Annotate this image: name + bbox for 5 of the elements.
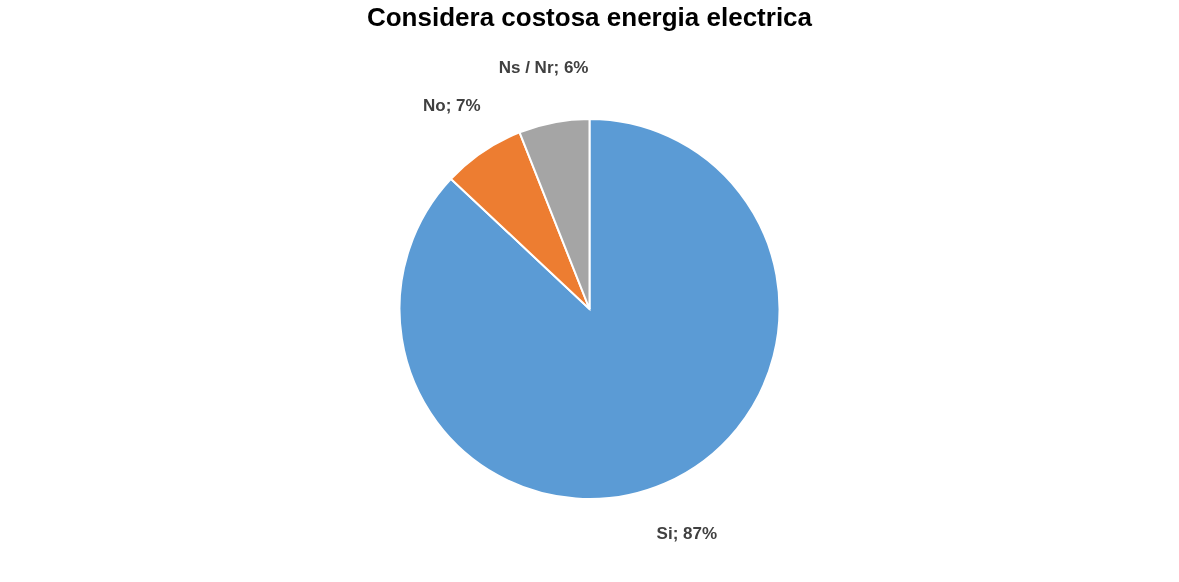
chart-title: Considera costosa energia electrica xyxy=(366,2,813,32)
slice-label: Si; 87% xyxy=(656,523,718,543)
slice-label: No; 7% xyxy=(422,96,481,116)
pie-slice xyxy=(398,118,781,500)
slice-label: Ns / Nr; 6% xyxy=(498,58,589,78)
